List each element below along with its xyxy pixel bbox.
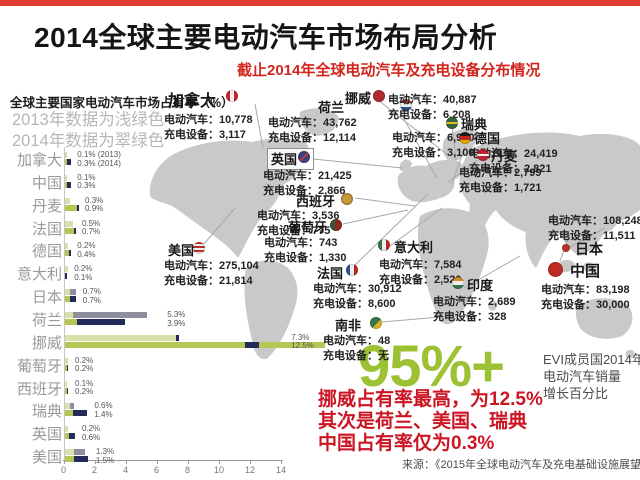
note-norway: 挪威占有率最高，为12.5%	[318, 389, 543, 410]
top-red-bar	[0, 0, 640, 6]
continents	[149, 108, 640, 360]
note-runners-up: 其次是荷兰、美国、瑞典	[318, 411, 528, 432]
connector-lines	[202, 99, 606, 323]
page-title: 2014全球主要电动汽车市场布局分析	[34, 22, 498, 53]
evi-desc-line: 电动汽车销量	[543, 369, 622, 384]
evi-desc-line: EVI成员国2014年	[543, 352, 640, 367]
note-china: 中国占有率仅为0.3%	[318, 433, 495, 454]
evi-desc-line: 增长百分比	[543, 386, 609, 401]
source-line: 来源：《2015年全球电动汽车及充电基础设施展望》	[402, 459, 640, 471]
highlight-95-percent: 95%+	[358, 334, 505, 399]
page-subtitle: 截止2014年全球电动汽车及充电设备分布情况	[237, 62, 541, 79]
